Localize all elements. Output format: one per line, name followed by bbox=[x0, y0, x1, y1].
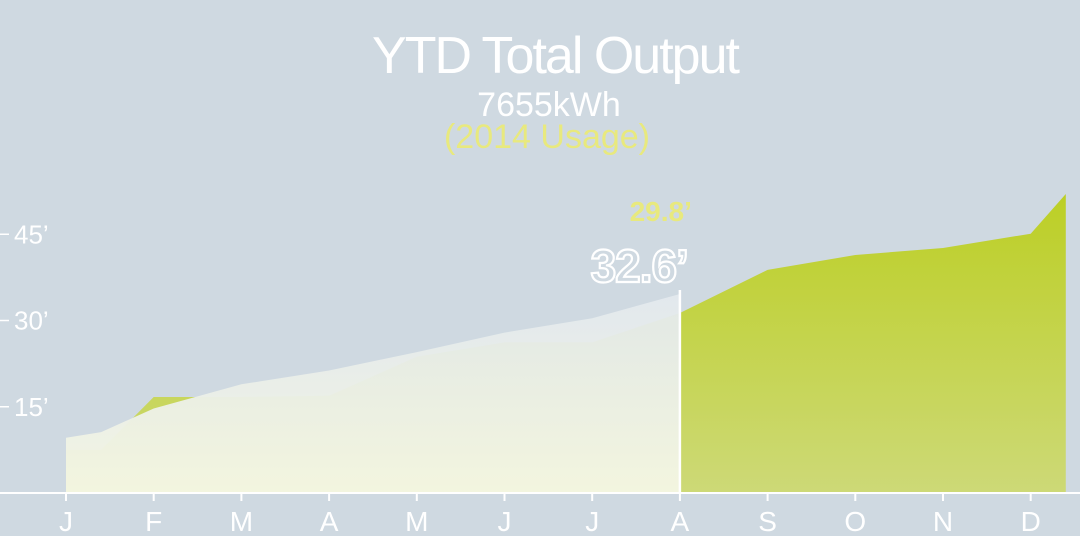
y-tick-label: 15’ bbox=[14, 392, 49, 422]
x-tick-label: D bbox=[1021, 506, 1041, 536]
x-tick-label: N bbox=[933, 506, 953, 536]
chart-title: YTD Total Output bbox=[372, 27, 740, 85]
x-tick-label: M bbox=[405, 506, 428, 536]
x-tick-label: M bbox=[230, 506, 253, 536]
y-tick-label: 30’ bbox=[14, 306, 49, 336]
marker-usage-value: 32.6’ bbox=[591, 240, 688, 292]
x-tick-label: A bbox=[320, 506, 339, 536]
x-tick-label: J bbox=[59, 506, 73, 536]
total-output-value: 7655kWh bbox=[477, 86, 621, 124]
usage-label: (2014 Usage) bbox=[443, 118, 650, 156]
x-tick-label: F bbox=[145, 506, 162, 536]
x-tick-label: J bbox=[498, 506, 512, 536]
x-tick-label: O bbox=[844, 506, 866, 536]
marker-output-value: 29.8’ bbox=[630, 196, 692, 227]
usage-area bbox=[66, 294, 680, 493]
x-tick-label: J bbox=[585, 506, 599, 536]
x-tick-label: A bbox=[671, 506, 690, 536]
x-tick-label: S bbox=[758, 506, 777, 536]
y-tick-label: 45’ bbox=[14, 219, 49, 249]
